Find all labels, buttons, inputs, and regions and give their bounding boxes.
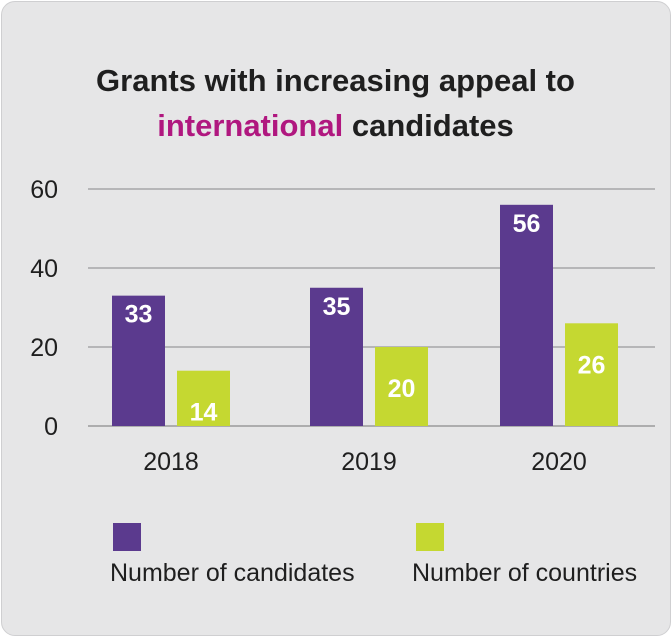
y-tick-label: 0 bbox=[44, 413, 58, 441]
chart-title-highlight: international bbox=[157, 108, 344, 143]
x-tick-label: 2019 bbox=[341, 448, 397, 476]
bar-countries-2020 bbox=[565, 323, 618, 426]
data-label-candidates-2019: 35 bbox=[323, 293, 351, 321]
bar-candidates-2018 bbox=[112, 295, 165, 426]
chart-title-line2: international candidates bbox=[0, 103, 671, 148]
legend-swatch-countries bbox=[416, 523, 444, 551]
legend-label-countries: Number of countries bbox=[412, 559, 638, 587]
legend-swatch-candidates bbox=[113, 523, 141, 551]
x-tick-label: 2018 bbox=[143, 448, 199, 476]
legend-label-candidates: Number of candidates bbox=[110, 559, 355, 587]
y-tick-label: 20 bbox=[30, 334, 58, 362]
chart-title-line1: Grants with increasing appeal to bbox=[96, 63, 575, 98]
bar-candidates-2019 bbox=[310, 287, 363, 426]
data-label-candidates-2018: 33 bbox=[125, 301, 153, 329]
data-label-countries-2018: 14 bbox=[190, 399, 218, 427]
chart-title: Grants with increasing appeal to interna… bbox=[0, 58, 671, 148]
y-tick-label: 60 bbox=[30, 176, 58, 204]
bar-countries-2019 bbox=[375, 347, 428, 426]
data-label-countries-2020: 26 bbox=[578, 351, 606, 379]
bar-countries-2018 bbox=[177, 370, 230, 426]
data-label-countries-2019: 20 bbox=[388, 375, 416, 403]
chart-title-rest: candidates bbox=[343, 108, 514, 143]
data-label-candidates-2020: 56 bbox=[513, 210, 541, 238]
y-tick-label: 40 bbox=[30, 255, 58, 283]
x-tick-label: 2020 bbox=[531, 448, 587, 476]
bar-candidates-2020 bbox=[500, 204, 553, 426]
